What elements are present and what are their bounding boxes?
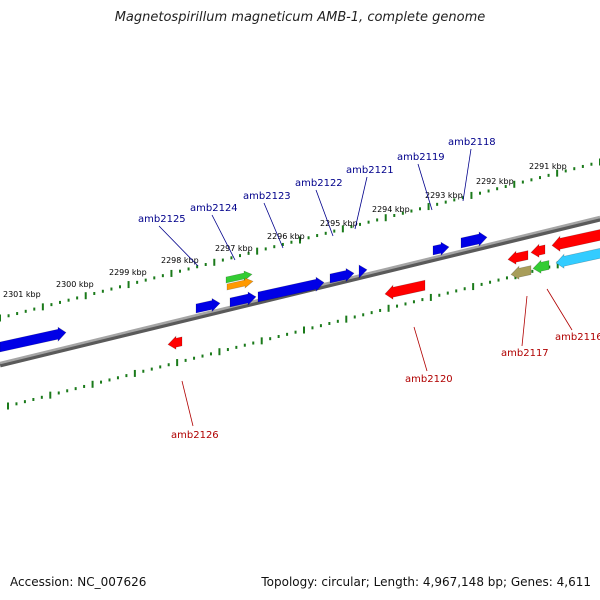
kbp-labels: 2291 kbp 2292 kbp 2293 kbp 2294 kbp 2295 kbp… bbox=[3, 162, 567, 299]
leader-reverse bbox=[521, 295, 528, 347]
tick-track-forward bbox=[0, 158, 600, 322]
kbp-label: 2300 kbp bbox=[56, 280, 94, 289]
leader-forward bbox=[315, 189, 334, 237]
gene-label-forward: amb2124 bbox=[190, 203, 238, 214]
gene-forward bbox=[460, 231, 488, 249]
gene-label-forward: amb2125 bbox=[138, 214, 186, 225]
kbp-label: 2295 kbp bbox=[320, 219, 358, 228]
gene-forward bbox=[432, 241, 450, 256]
gene-label-forward: amb2122 bbox=[295, 178, 343, 189]
kbp-label: 2294 kbp bbox=[372, 205, 410, 214]
leader-forward bbox=[354, 176, 368, 230]
gene-label-leaders bbox=[158, 148, 573, 427]
kbp-label: 2297 kbp bbox=[215, 244, 253, 253]
kbp-label: 2298 kbp bbox=[161, 256, 199, 265]
gene-forward bbox=[257, 276, 325, 303]
map-title: Magnetospirillum magneticum AMB-1, compl… bbox=[114, 10, 486, 25]
gene-reverse bbox=[384, 279, 426, 300]
gene-label-forward: amb2121 bbox=[346, 165, 394, 176]
kbp-label: 2291 kbp bbox=[529, 162, 567, 171]
gene-reverse bbox=[507, 250, 529, 265]
gene-forward bbox=[329, 267, 355, 284]
gene-reverse bbox=[551, 229, 600, 252]
gene-label-forward: amb2123 bbox=[243, 191, 291, 202]
gene-label-reverse: amb2126 bbox=[171, 430, 219, 441]
gene-green bbox=[225, 270, 253, 284]
kbp-label: 2293 kbp bbox=[425, 191, 463, 200]
kbp-label: 2292 kbp bbox=[476, 177, 514, 186]
gene-reverse bbox=[167, 335, 183, 350]
gene-forward bbox=[358, 264, 368, 279]
leader-forward bbox=[211, 214, 236, 261]
gene-cyan bbox=[555, 248, 600, 269]
accession-text: Accession: NC_007626 bbox=[10, 575, 147, 589]
kbp-label: 2301 kbp bbox=[3, 290, 41, 299]
kbp-label: 2296 kbp bbox=[267, 232, 305, 241]
gene-forward bbox=[0, 326, 67, 353]
topology-text: Topology: circular; Length: 4,967,148 bp… bbox=[261, 575, 591, 589]
gene-features bbox=[0, 229, 600, 353]
gene-label-reverse: amb2120 bbox=[405, 374, 453, 385]
gene-label-forward: amb2118 bbox=[448, 137, 496, 148]
gene-forward bbox=[229, 291, 257, 308]
kbp-label: 2299 kbp bbox=[109, 268, 147, 277]
gene-label-forward: amb2119 bbox=[397, 152, 445, 163]
gene-label-reverse: amb2116 bbox=[555, 332, 600, 343]
leader-reverse bbox=[181, 380, 194, 427]
gene-reverse bbox=[530, 243, 546, 258]
gene-green bbox=[532, 259, 550, 274]
leader-forward bbox=[462, 148, 472, 202]
gene-label-reverse: amb2117 bbox=[501, 348, 549, 359]
gene-forward bbox=[195, 297, 221, 314]
leader-forward bbox=[417, 163, 433, 211]
leader-reverse bbox=[546, 288, 573, 331]
gene-orange bbox=[226, 277, 254, 291]
leader-reverse bbox=[413, 326, 428, 372]
leader-forward bbox=[158, 225, 199, 267]
gene-olive bbox=[510, 265, 532, 280]
leader-forward bbox=[263, 202, 284, 249]
